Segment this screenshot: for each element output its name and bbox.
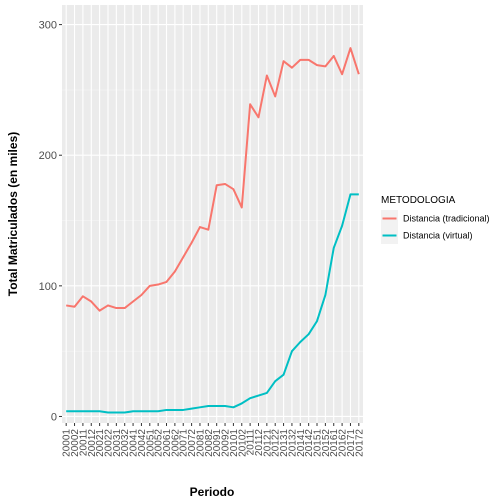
grid-minor [62, 89, 363, 352]
x-tick-label: 20161 [329, 429, 340, 457]
y-tick-label: 300 [39, 20, 57, 32]
x-tick-label: 20132 [287, 429, 298, 457]
x-tick-label: 20101 [229, 429, 240, 457]
x-tick-label: 20141 [296, 429, 307, 457]
x-tick-label: 20162 [338, 429, 349, 457]
plot-panel [62, 5, 363, 423]
x-tick-label: 20091 [212, 429, 223, 457]
x-tick-label: 20122 [271, 429, 282, 457]
y-axis: 0 100 200 300 [39, 20, 62, 423]
x-tick-label: 20121 [262, 429, 273, 457]
x-tick-label: 20001 [62, 429, 73, 457]
x-tick-label: 20032 [120, 429, 131, 457]
x-tick-label: 20012 [87, 429, 98, 457]
series-lines [66, 47, 360, 414]
x-tick-label: 20022 [103, 429, 114, 457]
x-tick-label: 20131 [279, 429, 290, 457]
x-tick-label: 20171 [346, 429, 357, 457]
x-tick-label: 20151 [313, 429, 324, 457]
x-tick-label: 20041 [129, 429, 140, 457]
y-axis-title: Total Matriculados (en miles) [6, 132, 20, 296]
x-tick-label: 20011 [78, 429, 89, 457]
x-tick-label: 20142 [304, 429, 315, 457]
x-tick-label: 20031 [112, 429, 123, 457]
x-tick-label: 20062 [170, 429, 181, 457]
legend-title: METODOLOGIA [381, 195, 456, 206]
y-tick-label: 200 [39, 150, 57, 162]
x-tick-label: 20152 [321, 429, 332, 457]
x-tick-label: 20081 [195, 429, 206, 457]
x-tick-label: 20112 [254, 429, 265, 457]
x-tick-label: 20092 [221, 429, 232, 457]
x-tick-label: 20052 [154, 429, 165, 457]
x-tick-label: 20071 [179, 429, 190, 457]
x-axis: 2000120002200112001220021200222003120032… [62, 423, 365, 457]
y-tick-label: 100 [39, 281, 57, 293]
x-tick-label: 20072 [187, 429, 198, 457]
grid-major [62, 5, 363, 423]
series-line [66, 193, 359, 414]
legend-label: Distancia (tradicional) [403, 214, 490, 224]
x-tick-label: 20002 [70, 429, 81, 457]
x-tick-label: 20082 [204, 429, 215, 457]
x-tick-label: 20061 [162, 429, 173, 457]
x-tick-label: 20021 [95, 429, 106, 457]
x-tick-label: 20172 [354, 429, 365, 457]
x-tick-label: 20051 [145, 429, 156, 457]
x-tick-label: 20042 [137, 429, 148, 457]
legend-label: Distancia (virtual) [403, 231, 473, 241]
legend: METODOLOGIA Distancia (tradicional) Dista… [381, 195, 490, 244]
y-tick-label: 0 [51, 411, 57, 423]
series-line [66, 47, 360, 312]
x-tick-label: 20111 [246, 429, 257, 456]
x-axis-title: Periodo [190, 485, 235, 499]
x-tick-label: 20102 [237, 429, 248, 457]
